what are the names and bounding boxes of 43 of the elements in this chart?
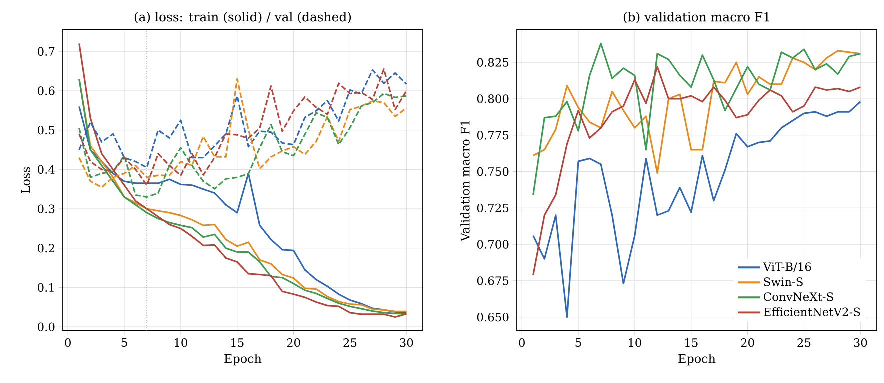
y-tick-label: 0.2 bbox=[38, 244, 54, 253]
chart-title: (b) validation macro F1 bbox=[624, 12, 770, 24]
legend-label: Swin-S bbox=[764, 278, 803, 286]
x-tick-label: 5 bbox=[576, 338, 582, 348]
x-tick-label: 5 bbox=[122, 338, 128, 348]
y-tick-label: 0.675 bbox=[477, 276, 509, 286]
x-tick-label: 10 bbox=[175, 338, 188, 348]
x-tick-label: 20 bbox=[287, 338, 300, 348]
legend-label: ViT-B/16 bbox=[763, 262, 812, 272]
y-tick-label: 0.650 bbox=[477, 312, 509, 322]
x-tick-label: 25 bbox=[798, 338, 811, 348]
x-tick-label: 20 bbox=[741, 338, 754, 348]
y-axis-title: Validation macro F1 bbox=[460, 121, 470, 242]
y-tick-label: 0.700 bbox=[477, 240, 509, 249]
legend-label: EfficientNetV2-S bbox=[764, 308, 860, 316]
x-tick-label: 25 bbox=[344, 338, 357, 348]
y-tick-label: 0.4 bbox=[38, 165, 55, 174]
legend-label: ConvNeXt-S bbox=[764, 292, 834, 302]
y-tick-label: 0.1 bbox=[38, 283, 54, 292]
line-series bbox=[532, 42, 862, 196]
y-tick-label: 0.3 bbox=[38, 204, 55, 214]
y-tick-label: 0.5 bbox=[38, 126, 55, 135]
line-series bbox=[532, 50, 862, 174]
x-tick-label: 15 bbox=[685, 338, 698, 348]
y-tick-label: 0.7 bbox=[38, 47, 55, 56]
y-tick-label: 0.775 bbox=[477, 131, 509, 140]
x-tick-label: 30 bbox=[400, 338, 414, 348]
y-axis-title: Loss bbox=[22, 167, 30, 194]
y-tick-label: 0.825 bbox=[477, 58, 509, 67]
chart-title: (a) loss: train (solid) / val (dashed) bbox=[134, 12, 352, 24]
x-axis-title: Epoch bbox=[678, 354, 716, 366]
x-tick-label: 10 bbox=[629, 338, 642, 348]
x-tick-label: 30 bbox=[854, 338, 868, 348]
y-tick-label: 0.0 bbox=[38, 322, 55, 332]
y-tick-label: 0.725 bbox=[477, 204, 509, 212]
x-tick-label: 0 bbox=[519, 338, 525, 348]
x-tick-label: 15 bbox=[231, 338, 244, 348]
y-tick-label: 0.6 bbox=[38, 86, 55, 96]
y-tick-label: 0.800 bbox=[477, 94, 509, 104]
line-series bbox=[532, 66, 862, 276]
x-tick-label: 0 bbox=[65, 338, 71, 348]
y-tick-label: 0.750 bbox=[477, 167, 509, 176]
x-axis-title: Epoch bbox=[224, 354, 262, 366]
